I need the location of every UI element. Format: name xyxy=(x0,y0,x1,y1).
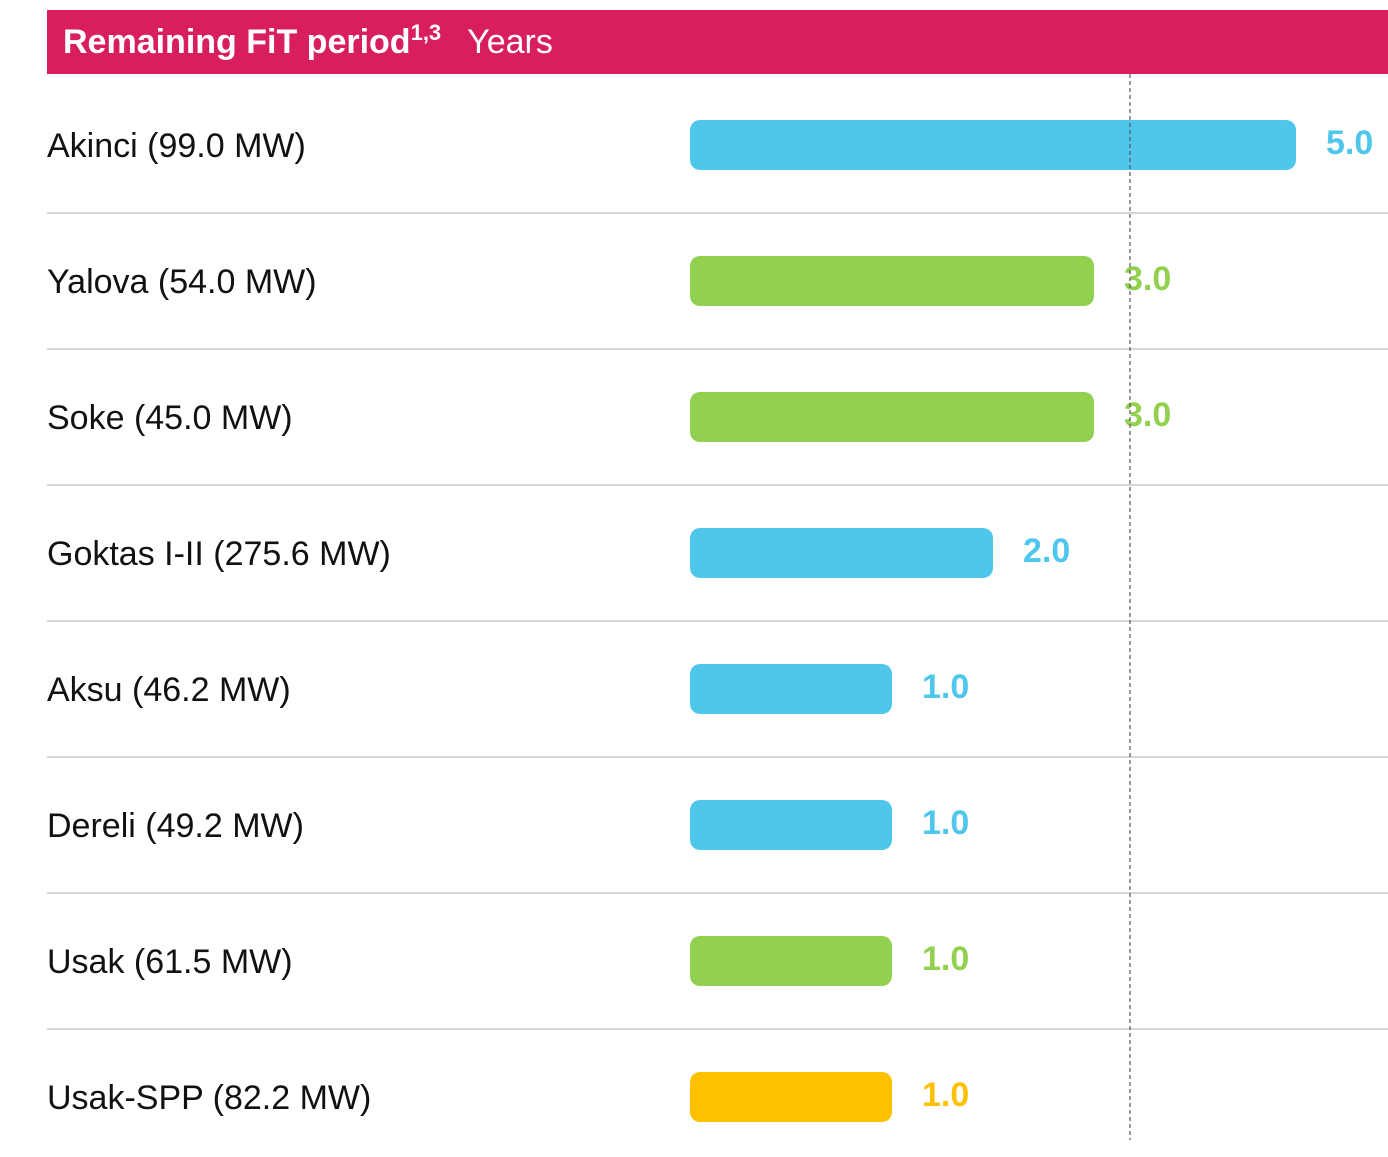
bar xyxy=(690,936,892,986)
bar xyxy=(690,528,993,578)
category-label: Akinci (99.0 MW) xyxy=(47,127,306,165)
category-label: Usak-SPP (82.2 MW) xyxy=(47,1079,371,1117)
value-label: 5.0 xyxy=(1326,124,1373,162)
category-label: Yalova (54.0 MW) xyxy=(47,263,317,301)
value-label: 1.0 xyxy=(922,1076,969,1114)
header-bar xyxy=(47,10,1388,74)
bar xyxy=(690,800,892,850)
value-label: 3.0 xyxy=(1124,396,1171,434)
chart-title: Remaining FiT period xyxy=(63,23,411,61)
chart-title-group: Remaining FiT period1,3 Years xyxy=(63,20,553,61)
bar xyxy=(690,1072,892,1122)
category-label: Goktas I-II (275.6 MW) xyxy=(47,535,391,573)
value-label: 1.0 xyxy=(922,940,969,978)
category-label: Aksu (46.2 MW) xyxy=(47,671,291,709)
value-label: 1.0 xyxy=(922,668,969,706)
title-superscript: 1,3 xyxy=(411,20,442,45)
category-label: Dereli (49.2 MW) xyxy=(47,807,304,845)
value-label: 3.0 xyxy=(1124,260,1171,298)
value-label: 1.0 xyxy=(922,804,969,842)
bar xyxy=(690,664,892,714)
chart-subtitle: Years xyxy=(467,23,553,61)
bar xyxy=(690,120,1296,170)
value-label: 2.0 xyxy=(1023,532,1070,570)
bar xyxy=(690,392,1094,442)
bar xyxy=(690,256,1094,306)
category-label: Usak (61.5 MW) xyxy=(47,943,293,981)
category-label: Soke (45.0 MW) xyxy=(47,399,293,437)
